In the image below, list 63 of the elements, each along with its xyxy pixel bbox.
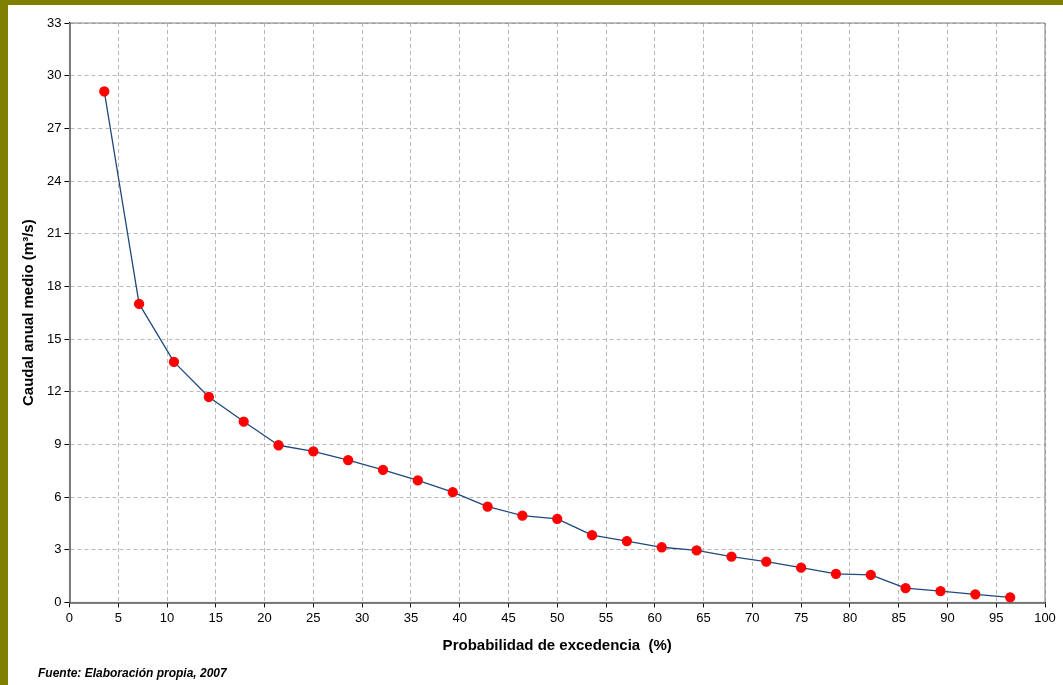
x-tick-label: 90 <box>940 609 955 625</box>
y-axis-title: Caudal anual medio (m³/s) <box>19 219 37 407</box>
x-tick-label: 100 <box>1034 609 1056 625</box>
x-tick-label: 65 <box>696 609 711 625</box>
point <box>203 391 215 403</box>
point <box>900 583 911 594</box>
y-tick-label: 9 <box>54 435 62 451</box>
point <box>691 545 702 556</box>
point <box>935 586 946 597</box>
y-tick-label: 24 <box>46 172 62 188</box>
x-tick-label: 80 <box>842 609 858 625</box>
point <box>1005 592 1016 603</box>
x-tick-label: 20 <box>257 609 272 625</box>
x-tick-label: 25 <box>306 609 321 625</box>
point <box>970 589 981 600</box>
point <box>238 416 249 427</box>
point <box>308 446 319 457</box>
point <box>273 440 284 451</box>
x-tick-label: 50 <box>550 609 565 625</box>
x-tick-label: 70 <box>745 609 760 625</box>
point <box>656 542 667 553</box>
x-tick-label: 15 <box>208 609 224 625</box>
point <box>795 562 807 573</box>
y-tick-label: 0 <box>54 593 62 609</box>
point <box>412 475 423 486</box>
y-tick-label: 21 <box>46 225 62 241</box>
source-note: Fuente: Elaboración propia, 2007 <box>38 666 227 680</box>
point <box>99 86 110 97</box>
point <box>447 486 458 498</box>
x-tick-label: 10 <box>159 609 175 625</box>
y-tick-label: 6 <box>54 488 62 504</box>
y-tick-label: 15 <box>46 330 62 346</box>
x-tick-label: 60 <box>647 609 663 625</box>
point <box>517 510 528 521</box>
point <box>482 501 493 512</box>
x-tick-label: 35 <box>403 609 419 625</box>
x-axis-title: Probabilidad de excedencia (%) <box>442 636 672 654</box>
y-tick-label: 18 <box>46 277 62 293</box>
x-tick-label: 5 <box>114 609 122 625</box>
x-tick-label: 30 <box>354 609 370 625</box>
point <box>168 356 180 368</box>
y-tick-label: 12 <box>46 383 62 399</box>
point <box>377 464 389 475</box>
x-tick-label: 40 <box>452 609 467 625</box>
x-tick-label: 45 <box>501 609 516 625</box>
point <box>343 455 354 466</box>
point <box>133 298 145 310</box>
point <box>726 551 737 562</box>
point <box>586 530 598 541</box>
point <box>761 556 772 567</box>
y-tick-label: 30 <box>46 67 62 83</box>
point <box>865 569 876 580</box>
x-tick-label: 0 <box>65 609 74 625</box>
x-tick-label: 75 <box>793 609 809 625</box>
y-tick-label: 33 <box>46 14 62 30</box>
point <box>621 535 633 547</box>
y-tick-label: 27 <box>46 119 62 135</box>
point <box>830 568 842 579</box>
x-tick-label: 55 <box>598 609 614 625</box>
x-tick-label: 95 <box>988 609 1004 625</box>
point <box>552 513 563 524</box>
y-tick-label: 3 <box>54 541 62 557</box>
x-tick-label: 85 <box>891 609 906 625</box>
